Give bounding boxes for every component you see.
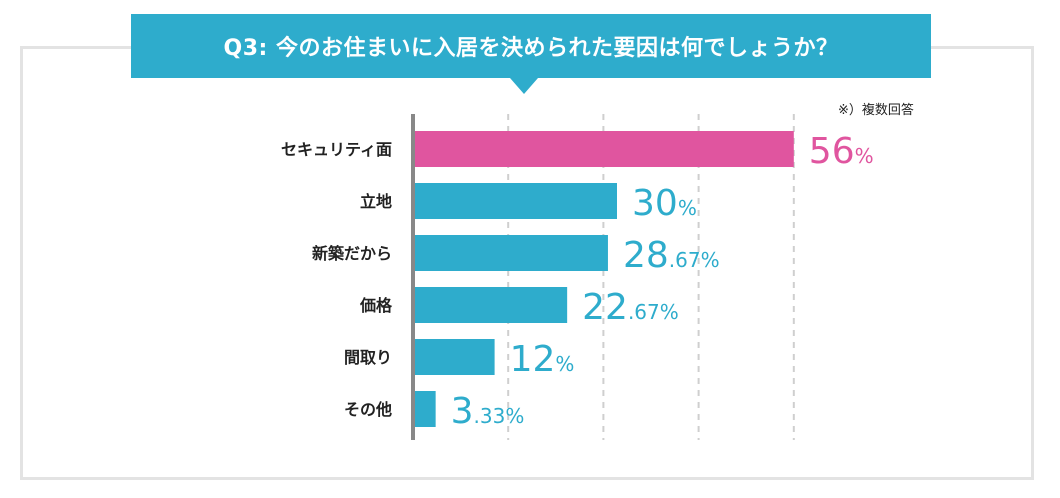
value-label: 3.33% [451,391,525,432]
value-label: 30% [632,183,697,224]
value-label: 22.67% [582,287,679,328]
category-label: 価格 [359,296,393,315]
question-title: Q3: 今のお住まいに入居を決められた要因は何でしょうか？ [223,36,839,61]
question-banner: Q3: 今のお住まいに入居を決められた要因は何でしょうか？ [131,14,931,78]
category-label: 立地 [360,192,392,211]
category-label: 新築だから [312,244,392,263]
category-label: セキュリティ面 [281,140,392,159]
bar-4 [413,287,568,323]
bar-3 [413,235,608,271]
category-label: その他 [344,400,392,419]
bar-6 [413,391,436,427]
value-label: 28.67% [623,235,720,276]
category-label: 間取り [344,348,392,367]
multiple-answer-note: ※）複数回答 [838,103,914,118]
bar-1 [413,131,794,167]
value-label: 56% [809,131,874,172]
bar-2 [413,183,617,219]
value-label: 12% [510,339,575,380]
banner-pointer [510,78,538,94]
bar-5 [413,339,495,375]
